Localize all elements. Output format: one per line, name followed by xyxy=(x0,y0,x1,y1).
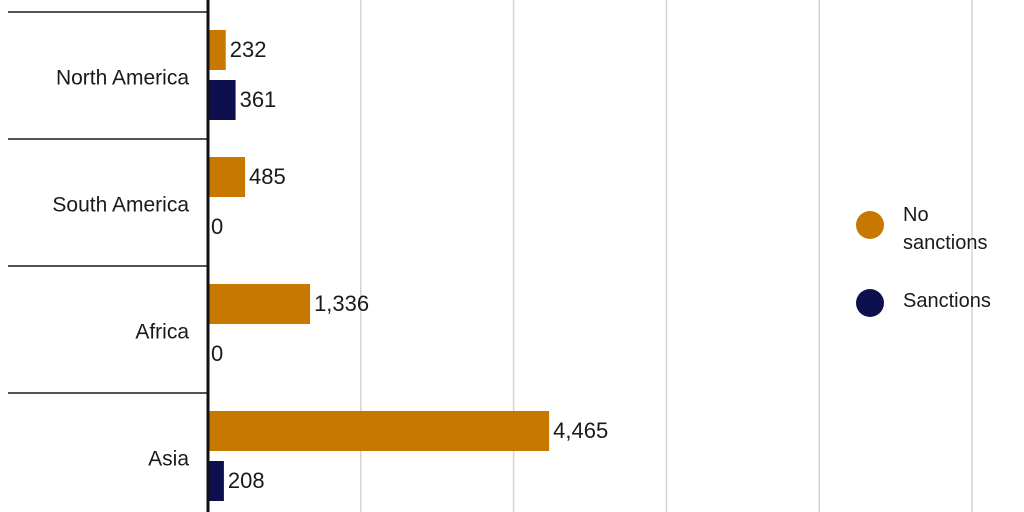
legend-swatch-sanctions xyxy=(856,289,884,317)
category-separators xyxy=(8,11,208,394)
bar-sanctions-asia xyxy=(208,461,224,501)
legend-label-sanctions: Sanctions xyxy=(903,290,991,312)
bar-no-sanctions-north-america xyxy=(208,30,226,70)
legend: No sanctions Sanctions xyxy=(856,204,991,317)
legend-swatch-no-sanctions xyxy=(856,211,884,239)
value-labels: 232 361 485 0 1,336 0 4,465 208 xyxy=(211,37,608,493)
value-label-no-sanctions-africa: 1,336 xyxy=(314,291,369,316)
value-label-sanctions-asia: 208 xyxy=(228,468,265,493)
category-label-south-america: South America xyxy=(52,194,189,217)
bars xyxy=(208,30,550,501)
bar-sanctions-north-america xyxy=(208,80,236,120)
value-label-no-sanctions-asia: 4,465 xyxy=(553,418,608,443)
value-label-no-sanctions-south-america: 485 xyxy=(249,164,286,189)
bar-no-sanctions-asia xyxy=(208,411,550,451)
category-label-africa: Africa xyxy=(135,321,189,344)
value-label-sanctions-north-america: 361 xyxy=(240,87,277,112)
bar-no-sanctions-africa xyxy=(208,284,311,324)
value-label-no-sanctions-north-america: 232 xyxy=(230,37,267,62)
bar-no-sanctions-south-america xyxy=(208,157,246,197)
category-label-asia: Asia xyxy=(148,448,189,471)
legend-label-no-sanctions: No sanctions xyxy=(903,204,988,254)
category-labels: North America South America Africa Asia xyxy=(52,67,189,471)
value-label-sanctions-south-america: 0 xyxy=(211,214,223,239)
value-label-sanctions-africa: 0 xyxy=(211,341,223,366)
category-label-north-america: North America xyxy=(56,67,189,90)
